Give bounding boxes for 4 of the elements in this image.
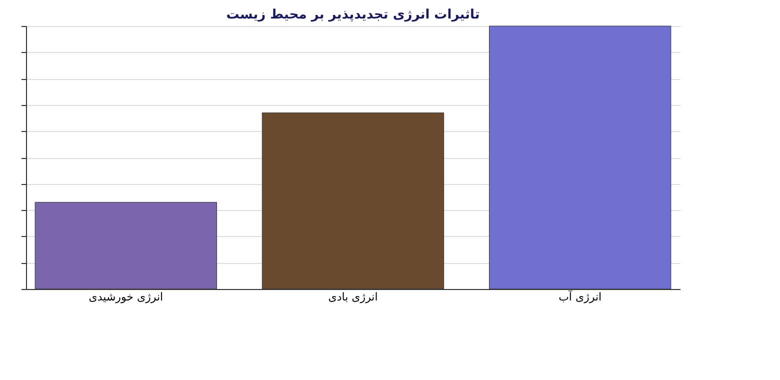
x-tick-label: انرژی آب <box>558 290 602 304</box>
chart-title: تاثیرات انرژی تجدیدپذیر بر محیط زیست <box>226 8 480 22</box>
x-tick-label: انرژی خورشیدی <box>88 290 164 304</box>
x-tick-label: انرژی بادی <box>328 290 378 304</box>
